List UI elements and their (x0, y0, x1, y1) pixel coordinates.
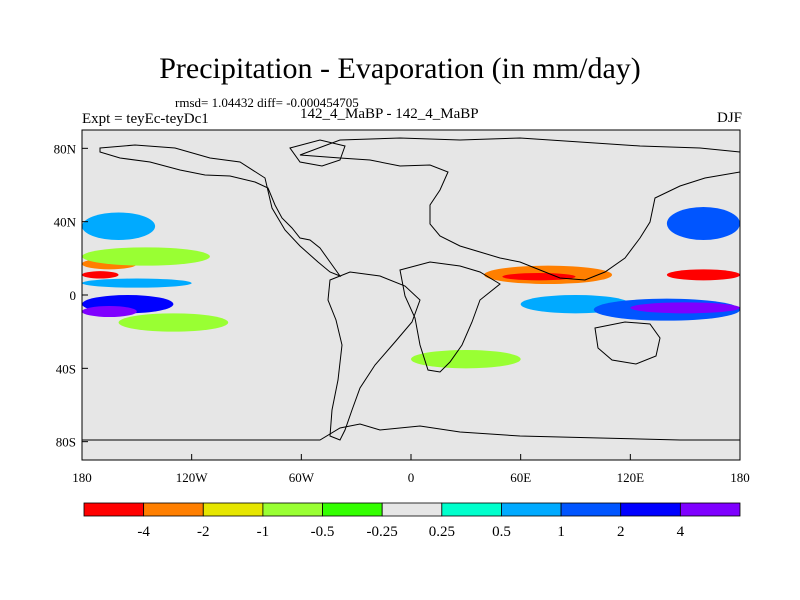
coastline-greenland (289, 139, 346, 167)
coastline-south-america (327, 271, 421, 441)
coastline-eurasia (299, 137, 740, 281)
x-tick-label-5: 120E (617, 470, 645, 485)
colorbar-level-label-7: 1 (557, 524, 565, 540)
x-tick-label-1: 120W (176, 470, 209, 485)
colorbar-swatch-6 (441, 502, 502, 517)
x-tick-label-4: 60E (510, 470, 531, 485)
y-axis: 80N 40N 0 40S 80S (54, 141, 88, 450)
colorbar-level-label-6: 0.5 (492, 524, 511, 540)
experiment-label: Expt = teyEc-teyDc1 (82, 111, 209, 127)
colorbar: -4 -2 -1 -0.5 -0.25 0.25 0.5 1 2 4 (83, 502, 741, 540)
colorbar-swatch-5 (381, 502, 443, 517)
contour-band-3 (82, 278, 192, 288)
plot-background (82, 130, 740, 460)
colorbar-level-label-8: 2 (617, 524, 625, 540)
colorbar-swatch-0 (83, 502, 145, 517)
contour-band-7 (82, 212, 156, 240)
contour-band-9 (502, 273, 576, 281)
colorbar-swatch-3 (262, 502, 323, 517)
y-tick-label-2: 0 (70, 288, 77, 303)
x-tick-label-3: 0 (408, 470, 415, 485)
colorbar-level-label-5: 0.25 (429, 524, 455, 540)
season-label: DJF (716, 110, 742, 126)
stats-label: rmsd= 1.04432 diff= -0.000454705 (175, 95, 359, 110)
x-tick-label-2: 60W (289, 470, 315, 485)
coastline-africa (399, 261, 501, 373)
y-tick-label-4: 80S (56, 435, 76, 450)
coastline-australia (594, 321, 661, 365)
contour-band-5 (82, 306, 137, 317)
colorbar-swatch-8 (560, 502, 622, 517)
colorbar-level-label-2: -1 (257, 524, 270, 540)
contour-band-6 (118, 313, 229, 332)
contour-band-15 (411, 350, 521, 369)
y-tick-label-3: 40S (56, 361, 76, 376)
coastline-north-america (99, 144, 342, 278)
colorbar-level-label-4: -0.25 (367, 524, 398, 540)
contour-band-2 (82, 247, 210, 266)
colorbar-level-label-1: -2 (197, 524, 210, 540)
colorbar-swatch-9 (620, 502, 681, 517)
colorbar-level-label-3: -0.5 (311, 524, 335, 540)
chart-title: Precipitation - Evaporation (in mm/day) (159, 52, 641, 85)
colorbar-level-label-0: -4 (137, 524, 150, 540)
y-tick-label-1: 40N (54, 215, 77, 230)
contour-band-13 (630, 302, 740, 314)
contour-band-1 (82, 271, 119, 279)
colorbar-swatch-2 (202, 502, 264, 517)
colorbar-level-label-9: 4 (677, 524, 685, 540)
coastline-layer (82, 137, 740, 441)
contour-band-14 (666, 207, 740, 240)
x-tick-label-6: 180 (730, 470, 750, 485)
y-tick-label-0: 80N (54, 141, 77, 156)
coastline-antarctica (82, 423, 740, 441)
contour-band-10 (666, 269, 740, 281)
colorbar-swatch-1 (143, 502, 204, 517)
colorbar-swatch-7 (501, 502, 562, 517)
x-tick-label-0: 180 (72, 470, 92, 485)
colorbar-swatch-4 (322, 502, 383, 517)
colorbar-swatch-10 (679, 502, 741, 517)
x-axis: 180 120W 60W 0 60E 120E 180 (72, 454, 750, 485)
subtitle-label: 142_4_MaBP - 142_4_MaBP (300, 106, 479, 122)
